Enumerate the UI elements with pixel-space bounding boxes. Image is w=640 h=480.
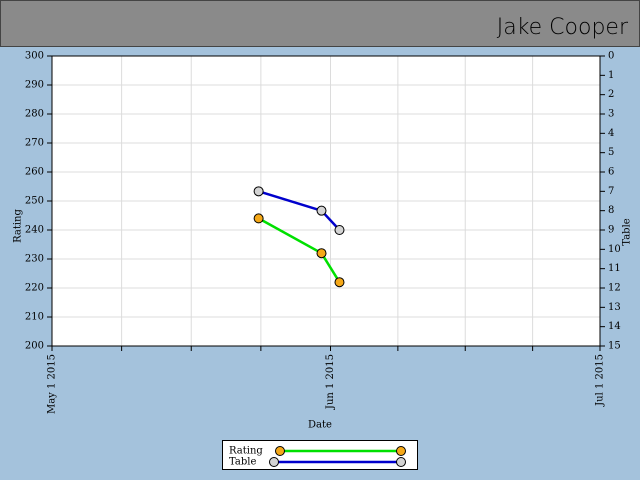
y2-axis-label: Table	[622, 218, 633, 245]
y-tick-label: 250	[25, 196, 44, 207]
y2-tick-label: 7	[608, 186, 614, 197]
y2-tick-label: 1	[608, 70, 614, 81]
user-name: Jake Cooper	[497, 15, 629, 40]
legend-label: Table	[229, 457, 256, 468]
legend-marker	[396, 457, 406, 467]
y2-tick-label: 13	[608, 302, 621, 313]
y2-tick-label: 4	[608, 128, 614, 139]
y-tick-label: 260	[25, 167, 44, 178]
legend-box	[222, 440, 418, 470]
x-tick-label: Jun 1 2015	[325, 354, 336, 410]
y-tick-label: 300	[25, 51, 44, 62]
y-tick-label: 230	[25, 254, 44, 265]
y2-tick-label: 8	[608, 205, 614, 216]
point	[253, 213, 264, 224]
legend-marker	[269, 457, 279, 467]
y-tick-label: 280	[25, 109, 44, 120]
y2-tick-label: 12	[608, 283, 621, 294]
x-axis-label: Date	[308, 420, 332, 431]
legend-marker	[396, 446, 406, 456]
point	[316, 248, 327, 259]
x-tick-label: Jul 1 2015	[595, 354, 606, 407]
point	[316, 205, 327, 216]
y2-tick-label: 5	[608, 147, 614, 158]
y-tick-label: 240	[25, 225, 44, 236]
header-bar	[0, 0, 640, 47]
y-tick-label: 270	[25, 138, 44, 149]
point	[334, 225, 345, 235]
y2-tick-label: 6	[608, 167, 614, 178]
y2-tick-label: 2	[608, 89, 614, 100]
x-tick-label: May 1 2015	[47, 354, 58, 414]
point	[334, 277, 345, 288]
y2-tick-label: 0	[608, 51, 614, 62]
y2-tick-label: 15	[608, 341, 621, 352]
y2-tick-label: 11	[608, 263, 621, 274]
point	[253, 186, 264, 197]
y2-tick-label: 14	[608, 321, 621, 332]
y-axis-label: Rating	[13, 209, 24, 243]
y2-tick-label: 10	[608, 244, 621, 255]
y2-tick-label: 3	[608, 109, 614, 120]
y-tick-label: 290	[25, 80, 44, 91]
y2-tick-label: 9	[608, 225, 614, 236]
legend-marker	[275, 446, 285, 456]
legend-label: Rating	[229, 446, 263, 457]
y-tick-label: 220	[25, 283, 44, 294]
y-tick-label: 200	[25, 341, 44, 352]
y-tick-label: 210	[25, 312, 44, 323]
